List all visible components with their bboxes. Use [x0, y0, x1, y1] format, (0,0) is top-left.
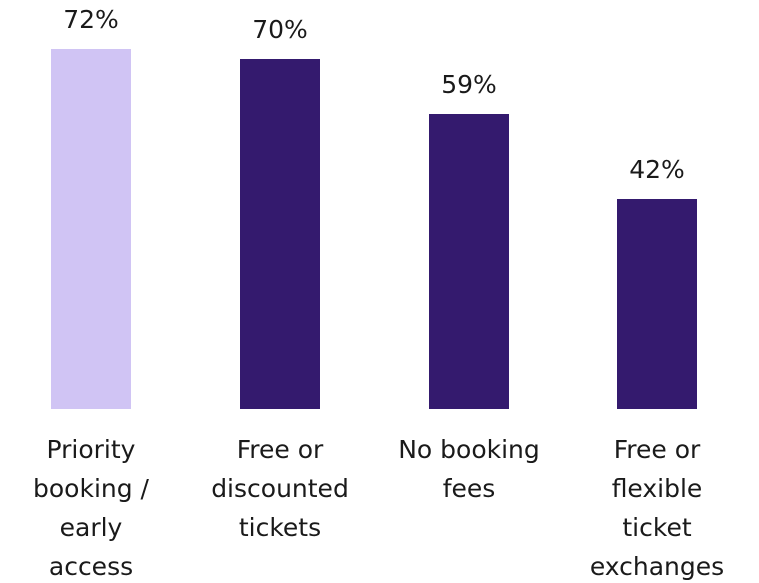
bar [429, 114, 509, 409]
value-label: 72% [63, 5, 119, 34]
value-label: 59% [441, 70, 497, 99]
bar [51, 49, 131, 409]
category-label: Free or flexible ticket exchanges [589, 435, 725, 581]
bar [617, 199, 697, 409]
bar [240, 59, 320, 409]
category-label: Priority booking / early access [33, 435, 149, 581]
category-label: Free or discounted tickets [211, 435, 349, 542]
category-label: No booking fees [398, 435, 540, 503]
value-label: 70% [252, 15, 308, 44]
value-label: 42% [629, 155, 685, 184]
